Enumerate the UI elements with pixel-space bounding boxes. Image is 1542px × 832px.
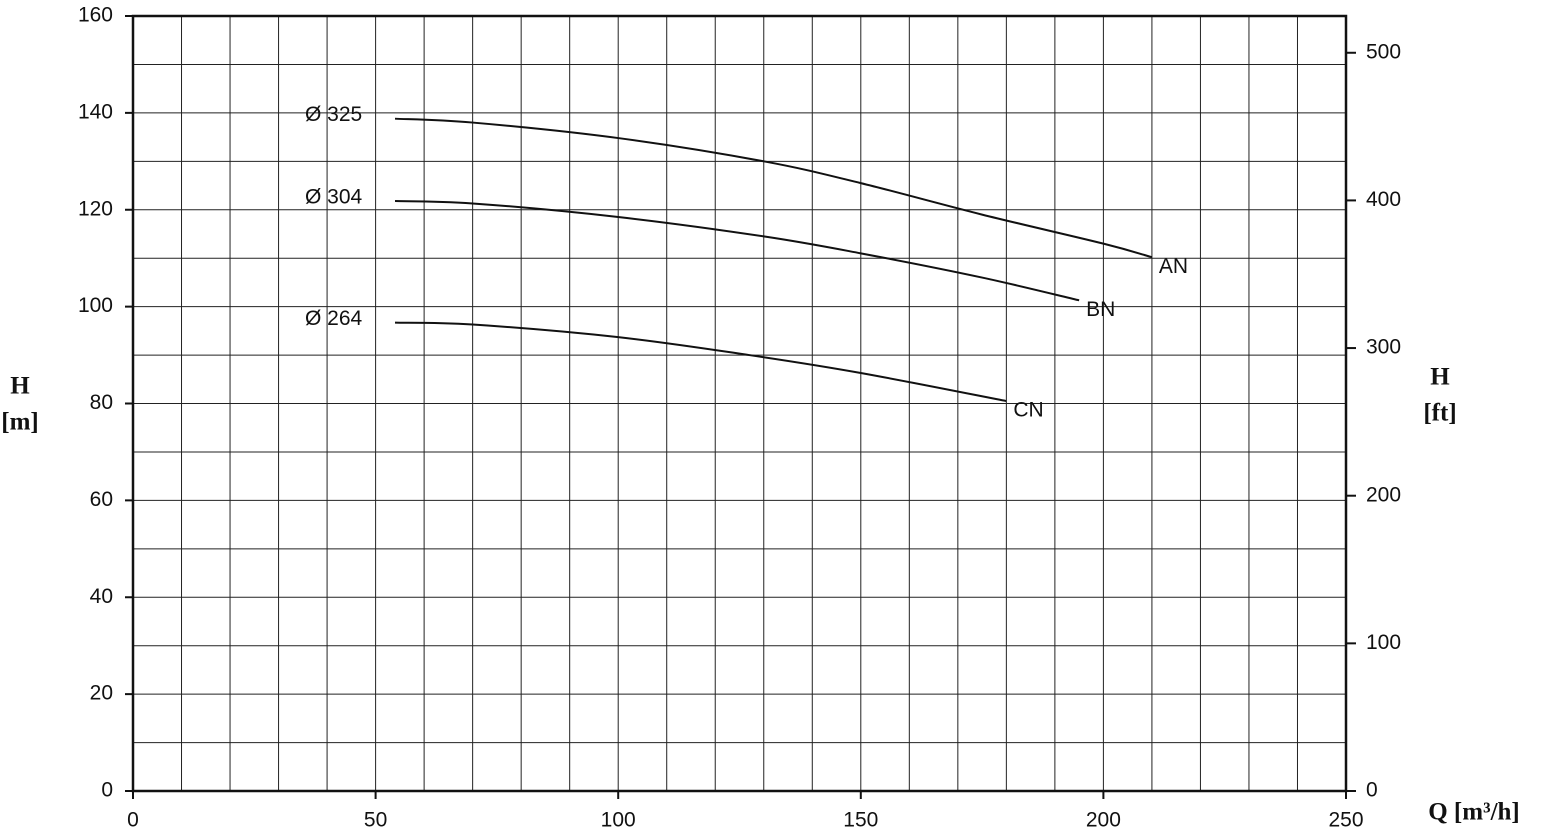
x-tick-label: 150	[843, 809, 878, 832]
curve-name-label: AN	[1159, 255, 1188, 278]
y-axis-label: [m]	[1, 409, 38, 436]
curve	[394, 117, 1153, 259]
x-tick-label: 200	[1086, 809, 1121, 832]
x-tick-label: 0	[127, 809, 139, 832]
y2-tick-label: 300	[1366, 336, 1401, 359]
curve-diameter-label: Ø 264	[305, 307, 363, 330]
y-tick-label: 40	[90, 585, 113, 608]
curve-diameter-label: Ø 304	[305, 186, 363, 209]
x-tick-label: 100	[601, 809, 636, 832]
y-tick-label: 0	[101, 779, 113, 802]
y2-axis-label: [ft]	[1423, 400, 1456, 427]
y-tick-label: 100	[78, 294, 113, 317]
y2-tick-label: 100	[1366, 631, 1401, 654]
y2-tick-label: 200	[1366, 483, 1401, 506]
y2-tick-label: 500	[1366, 40, 1401, 63]
curve	[394, 200, 1080, 302]
y-tick-label: 80	[90, 391, 113, 414]
x-tick-label: 50	[364, 809, 387, 832]
y2-tick-label: 0	[1366, 779, 1378, 802]
curve	[394, 321, 1007, 403]
curve-diameter-label: Ø 325	[305, 103, 362, 126]
y2-tick-label: 400	[1366, 188, 1401, 211]
y-tick-label: 160	[78, 4, 113, 27]
x-axis-label: Q [m³/h]	[1428, 799, 1520, 826]
y-tick-label: 60	[90, 488, 113, 511]
y-tick-label: 20	[90, 682, 113, 705]
x-tick-label: 250	[1328, 809, 1363, 832]
curve-name-label: CN	[1013, 399, 1043, 422]
y2-axis-label: H	[1430, 364, 1450, 391]
y-axis-label: H	[10, 373, 30, 400]
curve-name-label: BN	[1086, 298, 1115, 321]
y-tick-label: 140	[78, 100, 113, 123]
y-tick-label: 120	[78, 197, 113, 220]
